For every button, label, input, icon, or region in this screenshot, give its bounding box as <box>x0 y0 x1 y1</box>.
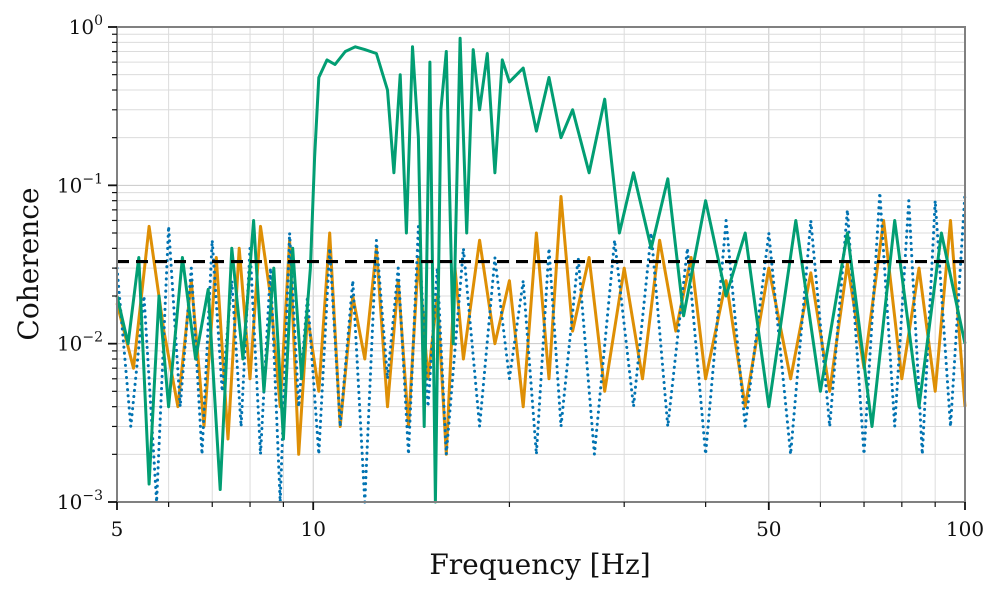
x-tick-label: 5 <box>111 517 124 541</box>
x-tick-label: 10 <box>300 517 325 541</box>
y-tick-label: 100 <box>69 13 103 39</box>
x-tick-label: 50 <box>756 517 781 541</box>
y-tick-label: 10−3 <box>57 488 103 514</box>
x-tick-label: 100 <box>946 517 984 541</box>
tick-labels: 5 10 50 100 10−3 10−2 10−1 100 <box>57 13 984 541</box>
series-line-2 <box>115 191 967 504</box>
x-axis-title: Frequency [Hz] <box>429 548 650 581</box>
y-axis-title: Coherence <box>12 187 45 340</box>
plot-frame <box>116 26 966 503</box>
y-tick-label: 10−1 <box>57 171 103 197</box>
y-tick-label: 10−2 <box>57 330 103 356</box>
axis-ticks <box>108 26 966 510</box>
